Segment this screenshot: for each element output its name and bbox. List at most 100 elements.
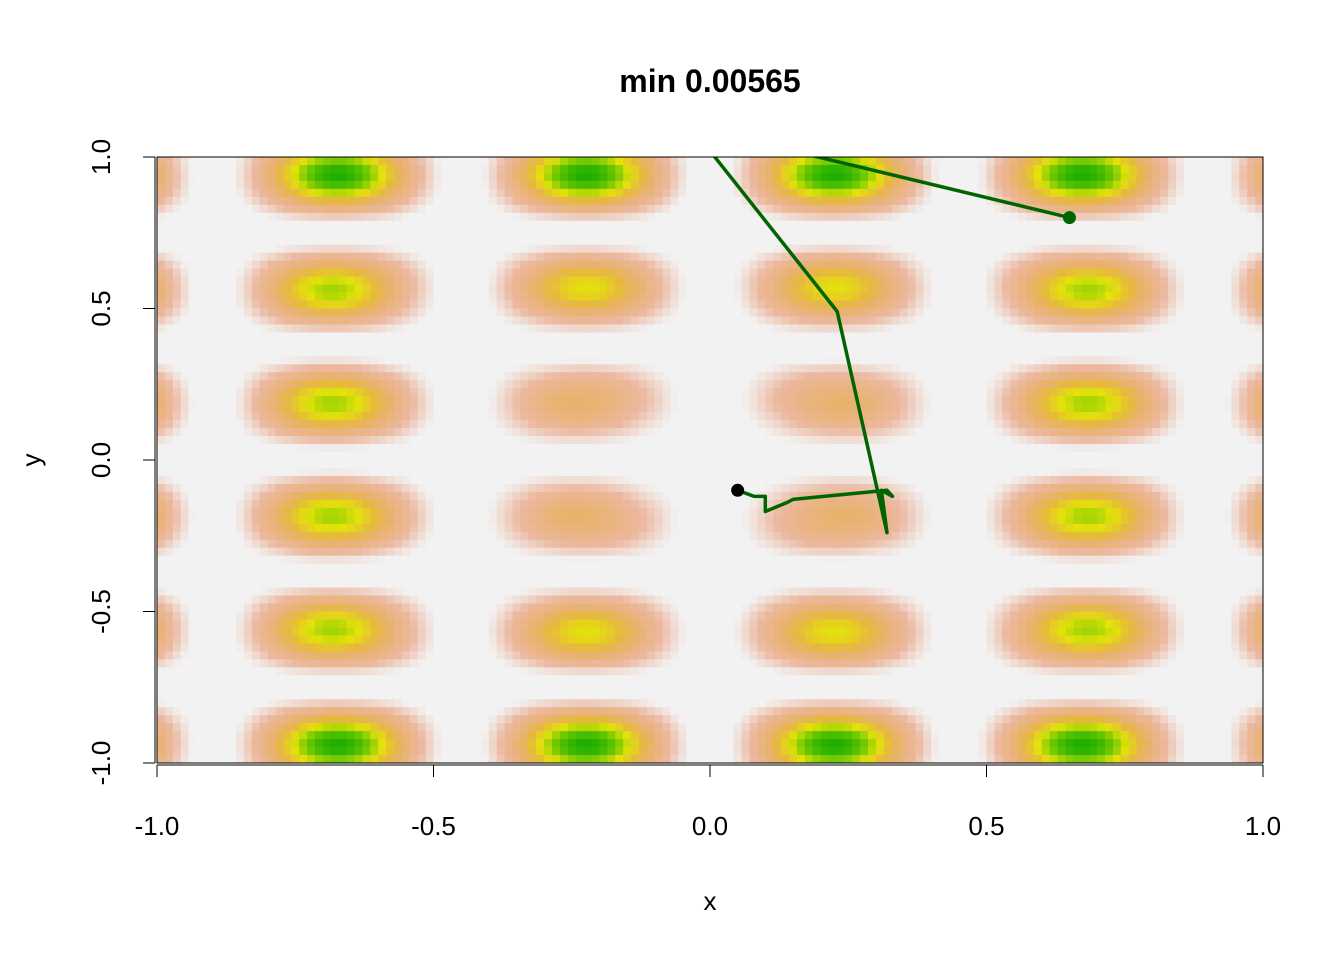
heatmap-cell <box>962 404 972 413</box>
heatmap-cell <box>947 292 956 302</box>
heatmap-cell <box>544 300 553 310</box>
heatmap-cell <box>330 420 340 429</box>
heatmap-cell <box>1223 396 1232 405</box>
heatmap-cell <box>1049 380 1059 389</box>
heatmap-cell <box>378 164 387 174</box>
heatmap-cell <box>401 428 411 437</box>
heatmap-cell <box>1223 300 1232 310</box>
heatmap-cell <box>1081 252 1090 262</box>
heatmap-cell <box>1152 420 1161 429</box>
heatmap-cell <box>883 252 893 262</box>
heatmap-cell <box>1033 164 1043 174</box>
heatmap-cell <box>875 420 885 429</box>
heatmap-cell <box>860 276 869 286</box>
heatmap-cell <box>812 420 822 429</box>
heatmap-cell <box>441 380 450 389</box>
heatmap-cell <box>970 308 980 318</box>
heatmap-cell <box>623 372 632 381</box>
heatmap-cell <box>694 212 703 222</box>
heatmap-cell <box>291 260 300 270</box>
heatmap-cell <box>1065 276 1074 286</box>
heatmap-cell <box>860 380 869 389</box>
heatmap-cell <box>212 340 221 349</box>
heatmap-cell <box>804 340 814 349</box>
heatmap-cell <box>638 284 648 294</box>
heatmap-cell <box>299 157 308 166</box>
heatmap-cell <box>236 164 245 174</box>
heatmap-cell <box>480 260 490 270</box>
heatmap-cell <box>646 324 656 334</box>
heatmap-cell <box>702 276 711 286</box>
heatmap-cell <box>789 412 798 421</box>
heatmap-cell <box>844 324 853 334</box>
heatmap-cell <box>496 380 506 389</box>
heatmap-cell <box>236 180 245 190</box>
heatmap-cell <box>172 284 182 294</box>
heatmap-cell <box>773 388 782 397</box>
heatmap-cell <box>449 260 458 270</box>
heatmap-cell <box>378 316 387 326</box>
heatmap-cell <box>1112 228 1122 238</box>
heatmap-cell <box>670 404 679 413</box>
heatmap-cell <box>1215 172 1225 182</box>
heatmap-cell <box>180 364 190 373</box>
heatmap-cell <box>220 188 229 198</box>
heatmap-cell <box>883 188 893 198</box>
heatmap-cell <box>1081 404 1090 413</box>
heatmap-cell <box>852 260 861 270</box>
heatmap-cell <box>986 220 995 230</box>
heatmap-cell <box>717 364 727 373</box>
heatmap-cell <box>970 268 980 278</box>
heatmap-cell <box>994 292 1003 302</box>
heatmap-cell <box>875 292 885 302</box>
heatmap-cell <box>520 308 529 318</box>
heatmap-cell <box>781 244 790 254</box>
heatmap-cell <box>654 244 664 254</box>
heatmap-cell <box>512 276 521 286</box>
heatmap-cell <box>962 364 972 373</box>
heatmap-cell <box>204 356 213 365</box>
heatmap-cell <box>536 412 545 421</box>
heatmap-cell <box>204 340 213 349</box>
heatmap-cell <box>1018 260 1027 270</box>
heatmap-cell <box>1120 316 1130 326</box>
heatmap-cell <box>228 172 237 182</box>
heatmap-cell <box>1105 348 1114 357</box>
heatmap-cell <box>480 236 490 246</box>
heatmap-cell <box>1231 324 1240 334</box>
heatmap-cell <box>1184 364 1193 373</box>
heatmap-cell <box>354 196 363 206</box>
heatmap-cell <box>536 372 545 381</box>
heatmap-cell <box>417 276 427 286</box>
heatmap-cell <box>789 420 798 429</box>
heatmap-cell <box>1097 300 1106 310</box>
heatmap-cell <box>1207 236 1217 246</box>
heatmap-cell <box>939 252 948 262</box>
heatmap-cell <box>994 348 1003 357</box>
heatmap-cell <box>615 308 624 318</box>
heatmap-cell <box>994 412 1003 421</box>
heatmap-cell <box>259 228 269 238</box>
heatmap-cell <box>330 436 340 445</box>
heatmap-cell <box>749 284 758 294</box>
heatmap-cell <box>180 276 190 286</box>
heatmap-cell <box>528 228 537 238</box>
heatmap-cell <box>1057 228 1067 238</box>
heatmap-cell <box>465 228 474 238</box>
heatmap-cell <box>196 172 205 182</box>
heatmap-cell <box>346 220 356 230</box>
heatmap-cell <box>433 300 442 310</box>
heatmap-cell <box>1073 364 1082 373</box>
heatmap-cell <box>457 204 466 214</box>
heatmap-cell <box>883 364 893 373</box>
heatmap-cell <box>220 244 229 254</box>
heatmap-cell <box>449 340 458 349</box>
heatmap-cell <box>820 228 830 238</box>
heatmap-cell <box>970 164 980 174</box>
heatmap-cell <box>923 364 932 373</box>
heatmap-cell <box>947 332 956 341</box>
heatmap-cell <box>796 212 806 222</box>
heatmap-cell <box>789 428 798 437</box>
heatmap-cell <box>236 388 245 397</box>
heatmap-cell <box>394 412 403 421</box>
